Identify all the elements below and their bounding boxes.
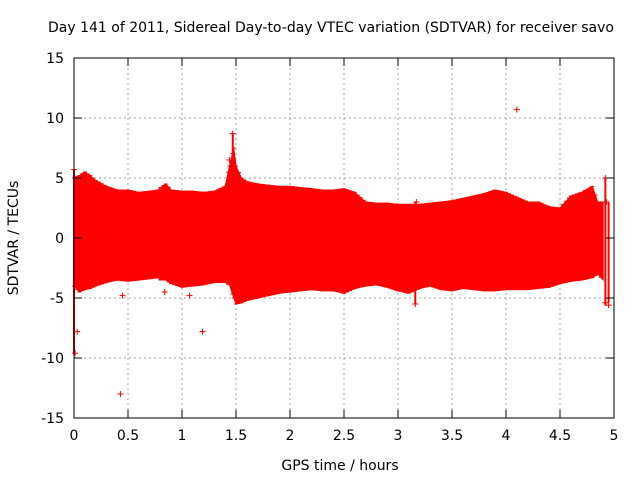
y-axis-label: SDTVAR / TECUs	[6, 181, 22, 296]
x-tick-label: 0	[70, 428, 79, 444]
y-axis-ticks: -15 -10 -5 0 5 10 15	[41, 51, 614, 427]
x-tick-label: 0.5	[117, 428, 139, 444]
x-axis-ticks: 0 0.5 1 1.5 2 2.5 3 3.5 4 4.5 5	[70, 58, 619, 444]
y-tick-label: 15	[46, 51, 64, 67]
y-tick-label: 5	[55, 171, 64, 187]
x-tick-label: 3.5	[441, 428, 463, 444]
outlier-point	[186, 292, 193, 299]
outlier-point	[74, 328, 81, 335]
x-tick-label: 2	[286, 428, 295, 444]
data-band	[73, 147, 604, 305]
y-tick-label: 0	[55, 231, 64, 247]
plot-area	[71, 106, 612, 397]
outlier-point	[226, 157, 233, 163]
outlier-point	[161, 289, 168, 295]
chart-title: Day 141 of 2011, Sidereal Day-to-day VTE…	[48, 20, 614, 36]
outlier-point	[602, 299, 609, 306]
outlier-point	[412, 301, 419, 307]
outlier-point	[603, 199, 610, 205]
x-tick-label: 4	[502, 428, 511, 444]
x-tick-label: 3	[394, 428, 403, 444]
outlier-point	[513, 106, 520, 113]
x-tick-label: 5	[610, 428, 619, 444]
outlier-point	[229, 130, 236, 137]
x-tick-label: 1	[178, 428, 187, 444]
outlier-point	[605, 302, 612, 309]
x-axis-label: GPS time / hours	[281, 458, 398, 474]
x-tick-label: 2.5	[333, 428, 355, 444]
outlier-point	[413, 199, 420, 205]
y-tick-label: -15	[41, 411, 64, 427]
outlier-point	[199, 328, 206, 335]
y-tick-label: -5	[50, 291, 64, 307]
y-tick-label: 10	[46, 111, 64, 127]
outlier-point	[117, 391, 124, 397]
y-tick-label: -10	[41, 351, 64, 367]
x-tick-label: 4.5	[549, 428, 571, 444]
outlier-point	[119, 292, 126, 299]
x-tick-label: 1.5	[225, 428, 247, 444]
outlier-point	[72, 350, 79, 357]
